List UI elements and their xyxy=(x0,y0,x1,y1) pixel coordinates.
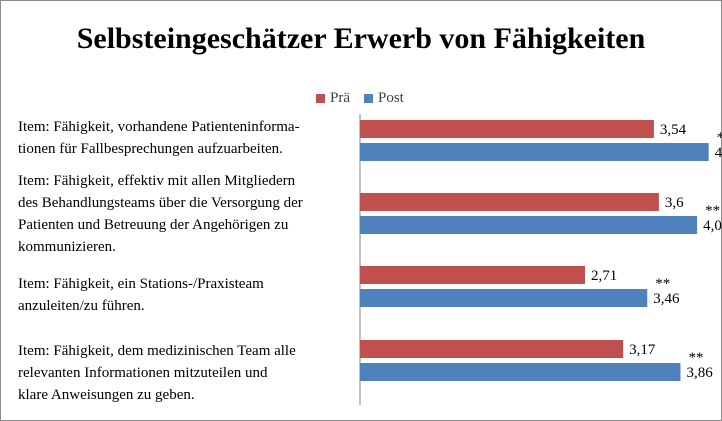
legend: Prä Post xyxy=(316,90,418,107)
category-label-line: klare Anweisungen zu geben. xyxy=(18,387,195,403)
bar-pre-2 xyxy=(360,193,659,211)
category-label-1: Item: Fähigkeit, vorhandene Patienteninf… xyxy=(18,116,300,160)
category-label-4: Item: Fähigkeit, dem medizinischen Team … xyxy=(18,340,296,406)
bar-post-3 xyxy=(360,289,648,307)
category-label-line: Item: Fähigkeit, ein Stations-/Praxistea… xyxy=(18,276,264,292)
legend-swatch-pre xyxy=(316,94,325,103)
data-label-post-4: 3,86 xyxy=(686,365,713,381)
bar-pre-3 xyxy=(360,266,585,284)
legend-item-pre: Prä xyxy=(316,90,350,107)
bar-pre-4 xyxy=(360,340,624,358)
significance-marker-1: ** xyxy=(717,130,722,146)
significance-marker-4: ** xyxy=(688,350,703,366)
bar-post-2 xyxy=(360,216,698,234)
data-label-pre-4: 3,17 xyxy=(629,342,656,358)
legend-label-post: Post xyxy=(378,90,404,106)
bar-post-4 xyxy=(360,363,681,381)
data-label-pre-2: 3,6 xyxy=(665,195,684,211)
category-label-line: Item: Fähigkeit, effektiv mit allen Mitg… xyxy=(18,173,296,189)
data-label-post-2: 4,06 xyxy=(703,218,722,234)
category-label-3: Item: Fähigkeit, ein Stations-/Praxistea… xyxy=(18,273,264,317)
category-label-line: des Behandlungsteams über die Versorgung… xyxy=(18,195,303,211)
legend-swatch-post xyxy=(364,94,373,103)
category-label-2: Item: Fähigkeit, effektiv mit allen Mitg… xyxy=(18,170,303,258)
category-label-line: kommunizieren. xyxy=(18,239,116,255)
data-label-pre-1: 3,54 xyxy=(660,122,687,138)
category-label-line: tionen für Fallbesprechungen aufzuarbeit… xyxy=(18,141,283,157)
data-label-post-1: 4,2 xyxy=(715,145,722,161)
legend-item-post: Post xyxy=(364,90,404,107)
legend-label-pre: Prä xyxy=(330,90,350,106)
chart-title: Selbsteingeschätzer Erwerb von Fähigkeit… xyxy=(76,22,646,55)
data-label-post-3: 3,46 xyxy=(653,291,680,307)
category-label-line: anzuleiten/zu führen. xyxy=(18,298,145,314)
data-label-pre-3: 2,71 xyxy=(591,268,617,284)
category-label-line: Item: Fähigkeit, dem medizinischen Team … xyxy=(18,343,296,359)
category-label-line: Item: Fähigkeit, vorhandene Patienteninf… xyxy=(18,119,300,135)
significance-marker-3: ** xyxy=(655,276,670,292)
category-label-line: relevanten Informationen mitzuteilen und xyxy=(18,365,268,381)
category-label-line: Patienten und Betreuung der Angehörigen … xyxy=(18,217,289,233)
bar-pre-1 xyxy=(360,120,654,138)
bar-post-1 xyxy=(360,143,709,161)
significance-marker-2: ** xyxy=(705,203,720,219)
